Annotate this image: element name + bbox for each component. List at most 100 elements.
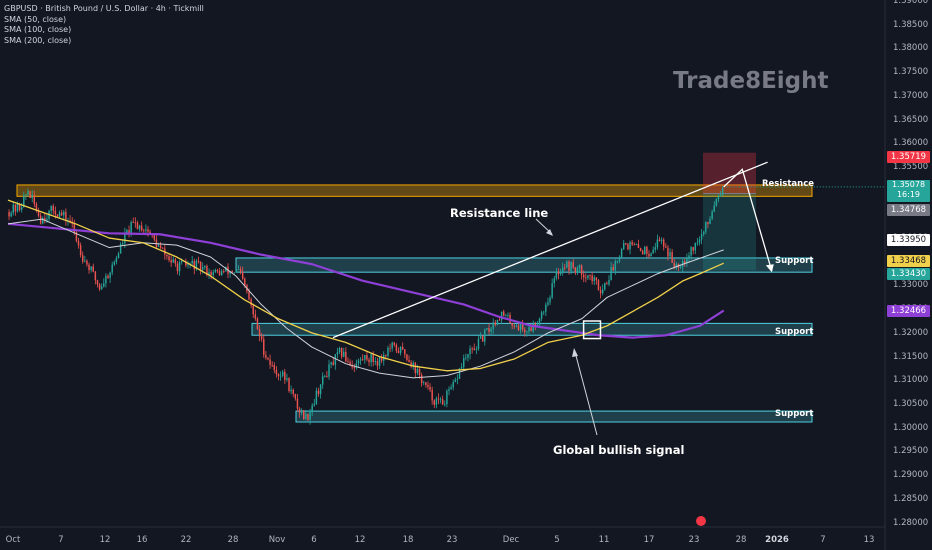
price-tick: 1.29500 — [893, 446, 929, 457]
candle-body — [117, 253, 120, 258]
candle-body — [370, 354, 372, 363]
candle-body — [458, 368, 461, 379]
candle-body — [100, 286, 103, 290]
candle-body — [463, 358, 465, 367]
candle-body — [524, 329, 526, 333]
candle-body — [364, 355, 366, 360]
support-zone-label-2: Support — [775, 327, 814, 337]
candle-body — [414, 362, 417, 373]
sma100-legend[interactable]: SMA (100, close) — [4, 25, 72, 34]
candle-body — [317, 390, 320, 395]
candle-body — [505, 315, 507, 317]
price-tick: 1.30500 — [893, 398, 929, 409]
candle-body — [109, 272, 111, 278]
candle-body — [580, 265, 583, 275]
candle-body — [688, 255, 690, 258]
candle-body — [60, 212, 63, 216]
candle-body — [54, 210, 57, 215]
sma200-legend[interactable]: SMA (200, close) — [4, 35, 72, 45]
candle-body — [408, 360, 410, 363]
price-tick: 1.37500 — [893, 67, 929, 78]
bar-countdown: 16:19 — [896, 190, 921, 199]
candle-body — [294, 393, 297, 399]
candle-body — [612, 266, 614, 271]
candle-body — [711, 211, 713, 219]
candle-body — [231, 270, 233, 273]
candle-body — [111, 264, 113, 273]
candle-body — [18, 203, 21, 210]
candle-body — [88, 264, 90, 271]
candle-body — [625, 243, 627, 245]
candle-body — [620, 249, 623, 257]
candle-body — [568, 261, 570, 271]
candle-body — [713, 205, 715, 212]
time-tick: 28 — [735, 535, 747, 545]
candle-body — [715, 199, 718, 206]
candle-body — [378, 357, 381, 366]
candle-body — [631, 242, 633, 245]
candle-body — [37, 211, 40, 216]
price-tick: 1.31000 — [893, 375, 929, 386]
candle-body — [353, 367, 356, 369]
candle-body — [140, 225, 143, 231]
candle-body — [595, 277, 598, 281]
candle-body — [389, 347, 391, 349]
candle-body — [412, 362, 414, 367]
candle-body — [667, 247, 669, 257]
candle-body — [446, 390, 448, 404]
candle-body — [321, 376, 324, 385]
candle-body — [665, 246, 667, 248]
candle-body — [486, 328, 488, 330]
time-tick: 2026 — [765, 535, 789, 545]
price-tick: 1.33000 — [893, 280, 929, 291]
candle-body — [12, 204, 14, 213]
stop-price-badge: 1.35719 — [887, 151, 930, 163]
candle-body — [281, 371, 284, 376]
price-tick: 1.29000 — [893, 470, 929, 481]
candle-body — [147, 229, 149, 232]
candle-body — [498, 319, 501, 321]
price-tick: 1.38500 — [893, 19, 929, 30]
candle-body — [73, 223, 76, 233]
signal-annotation-arrow — [574, 351, 598, 436]
candle-body — [441, 399, 444, 405]
symbol-title[interactable]: GBPUSD · British Pound / U.S. Dollar · 4… — [4, 4, 204, 13]
uk-flag-icon[interactable] — [696, 516, 706, 526]
candle-body — [105, 275, 107, 284]
candle-body — [460, 366, 463, 369]
watermark-logo: Trade8Eight — [673, 68, 829, 94]
resistance-zone-label: Resistance — [762, 179, 814, 189]
candle-body — [399, 346, 402, 353]
candle-body — [551, 283, 553, 298]
sma50-price-badge: 1.33468 — [887, 255, 930, 267]
candle-body — [517, 325, 520, 331]
time-tick: Nov — [268, 535, 286, 545]
candle-body — [35, 203, 38, 212]
candle-body — [429, 386, 431, 390]
candle-body — [385, 354, 387, 356]
sma50-legend[interactable]: SMA (50, close) — [4, 14, 67, 24]
candle-body — [719, 195, 722, 197]
support-zone-2 — [251, 322, 813, 336]
entry-price-badge: 1.34768 — [887, 204, 930, 216]
candle-body — [437, 398, 440, 400]
candle-body — [50, 206, 52, 211]
candle-body — [103, 283, 105, 287]
price-tick: 1.36500 — [893, 114, 929, 125]
candle-body — [654, 247, 657, 250]
candle-body — [46, 218, 48, 221]
candle-body — [376, 361, 379, 366]
signal-annotation-arrowhead — [572, 348, 578, 357]
candle-body — [471, 348, 473, 350]
price-tick: 1.30000 — [893, 422, 929, 433]
candle-body — [515, 325, 518, 327]
candle-body — [566, 261, 568, 268]
candle-body — [138, 225, 141, 230]
candle-body — [136, 222, 139, 230]
time-tick: 16 — [136, 535, 148, 545]
candle-body — [307, 413, 309, 420]
candle-body — [528, 327, 530, 332]
candle-body — [269, 359, 271, 365]
